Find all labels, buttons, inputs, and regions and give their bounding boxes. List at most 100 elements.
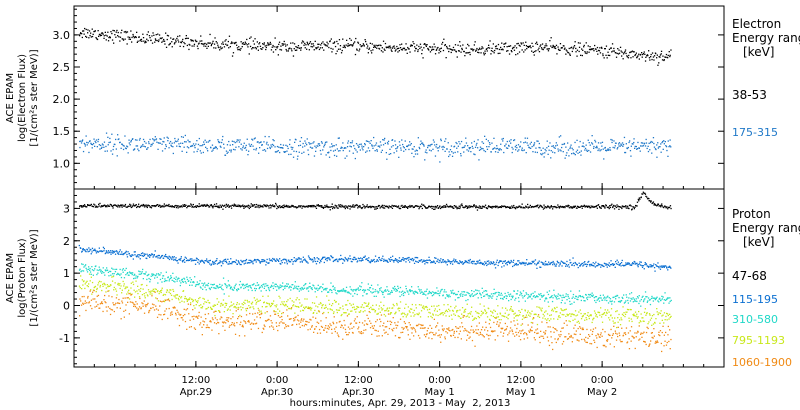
proton-series-1-point [131,254,133,256]
electron-series-1-point [559,149,561,151]
electron-series-0-point [601,47,603,49]
electron-series-0-point [636,57,638,59]
electron-series-0-point [488,47,491,49]
electron-series-0-point [357,41,359,43]
electron-series-1-point [85,135,87,137]
proton-series-1-point [205,260,207,262]
electron-series-0-point [526,46,529,48]
proton-series-2-point [634,300,637,302]
proton-series-2-point [97,272,99,274]
electron-series-1-point [575,151,577,153]
proton-series-1-point [268,258,271,260]
proton-series-3-point [169,292,172,295]
electron-series-0-point [144,40,147,42]
electron-series-1-point [233,140,235,143]
proton-series-0-point [670,207,672,210]
proton-series-2-point [490,293,493,295]
proton-series-2-point [79,268,81,270]
proton-series-2-point [354,292,356,295]
proton-series-2-point [348,292,350,294]
proton-series-1-point [398,259,400,262]
proton-series-3-point [147,289,150,291]
proton-series-2-point [293,287,295,289]
proton-series-1-point [455,259,457,261]
proton-series-0-point [586,205,588,208]
proton-series-2-point [263,283,265,285]
electron-series-0-point [634,54,636,57]
proton-series-0-point [431,207,433,210]
proton-series-3-point [210,308,213,310]
electron-series-1-point [513,139,515,142]
electron-series-1-point [555,142,557,144]
electron-series-1-point [228,140,230,143]
proton-series-0-point [472,206,474,208]
proton-series-2-point [485,293,487,296]
electron-series-0-point [485,48,487,50]
proton-series-1-point [462,262,465,264]
proton-series-2-point [296,288,298,290]
proton-series-2-point [525,292,527,294]
proton-series-2-point [391,290,393,292]
electron-series-0-point [113,30,115,32]
proton-series-1-point [469,258,471,261]
electron-series-0-point [214,37,216,39]
electron-series-1-point [411,148,413,150]
electron-series-1-point [588,149,590,152]
electron-series-0-point [405,43,407,45]
proton-series-0-point [150,207,153,209]
proton-series-0-point [188,205,190,207]
proton-series-2-point [656,296,658,298]
electron-series-1-point [613,140,615,142]
proton-series-1-point [613,263,615,266]
proton-series-2-point [347,291,350,293]
proton-series-2-point [294,281,296,283]
proton-series-0-point [514,206,516,209]
electron-series-0-point [493,52,495,54]
proton-series-2-point [341,290,343,292]
proton-series-3-point [186,298,188,301]
proton-series-2-point [409,289,411,291]
proton-series-1-point [633,260,635,263]
electron-series-1-point [621,142,624,144]
electron-series-1-point [286,150,288,152]
proton-series-1-point [584,261,586,263]
proton-series-2-point [651,295,653,298]
proton-series-0-point [383,204,385,207]
proton-series-2-point [593,297,595,299]
electron-series-1-point [229,144,231,146]
proton-series-2-point [390,291,392,294]
proton-series-2-point [421,291,423,293]
proton-series-2-point [202,288,204,290]
electron-series-1-point [512,148,514,150]
electron-series-1-point [526,137,529,139]
electron-series-0-point [568,47,570,50]
electron-series-1-point [419,143,422,146]
proton-series-1-point [348,258,350,260]
electron-series-0-point [362,43,364,45]
proton-series-0-point [653,204,655,206]
electron-series-0-point [450,51,452,54]
electron-series-0-point [547,48,549,50]
electron-series-0-point [392,46,394,48]
proton-series-1-point [543,262,545,264]
electron-series-0-point [345,44,347,46]
proton-series-2-point [543,294,545,296]
proton-series-0-point [605,205,607,207]
electron-series-1-point [309,143,311,145]
proton-series-3-point [238,303,240,305]
proton-series-0-point [306,205,308,207]
proton-series-3-point [105,291,107,293]
electron-series-0-point [244,43,246,45]
proton-series-2-point [227,280,229,282]
electron-series-0-point [371,52,373,54]
electron-series-1-point [138,150,140,152]
electron-series-0-point [330,38,332,40]
electron-series-0-point [137,40,139,42]
proton-series-2-point [89,267,91,270]
proton-series-0-point [233,205,235,207]
proton-series-0-point [445,206,447,208]
proton-series-0-point [555,206,557,208]
electron-series-0-point [238,48,240,51]
proton-series-1-point [604,263,606,265]
electron-series-0-point [244,41,246,43]
